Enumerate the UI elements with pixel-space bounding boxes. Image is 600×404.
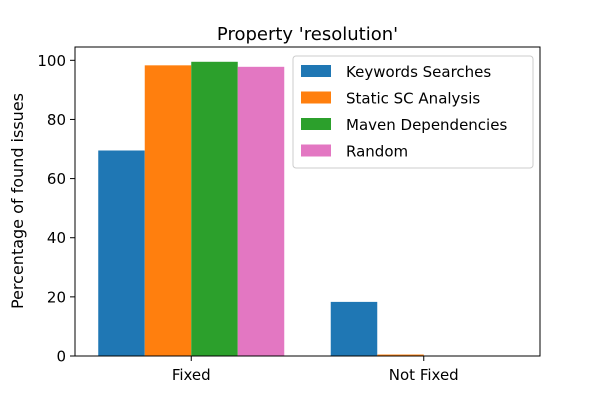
- chart-title: Property 'resolution': [217, 24, 398, 45]
- x-tick-label: Fixed: [172, 366, 211, 384]
- bars-group: [98, 61, 424, 357]
- legend: Keywords Searches Static SC Analysis Maven…: [292, 55, 534, 169]
- legend-box: [292, 55, 534, 169]
- y-tick-label: 60: [47, 170, 66, 188]
- legend-swatch: [301, 65, 331, 77]
- axes-group: 0 20 40 60 80 100 Fixed Not Fixed: [37, 46, 541, 384]
- y-tick-label: 100: [37, 52, 66, 70]
- y-tick-label: 40: [47, 229, 66, 247]
- bar-static-sc-analysis-not-fixed: [377, 354, 424, 356]
- bar-keywords-searches-fixed: [98, 150, 145, 356]
- bar-maven-dependencies-fixed: [191, 61, 238, 356]
- y-tick-label: 20: [47, 288, 66, 306]
- legend-swatch: [301, 91, 331, 104]
- y-tick-label: 0: [56, 348, 66, 366]
- legend-swatch: [301, 144, 331, 157]
- legend-label: Maven Dependencies: [346, 116, 507, 134]
- bar-keywords-searches-not-fixed: [330, 301, 378, 356]
- x-tick-label: Not Fixed: [389, 366, 459, 384]
- y-tick-label: 80: [47, 111, 66, 129]
- legend-label: Random: [346, 143, 408, 161]
- plot-frame: [74, 46, 541, 357]
- bar-static-sc-analysis-fixed: [144, 65, 192, 357]
- legend-label: Keywords Searches: [346, 63, 491, 81]
- y-axis-label: Percentage of found issues: [8, 93, 27, 309]
- legend-label: Static SC Analysis: [346, 90, 480, 108]
- legend-swatch: [301, 118, 331, 130]
- bar-random-fixed: [237, 66, 285, 356]
